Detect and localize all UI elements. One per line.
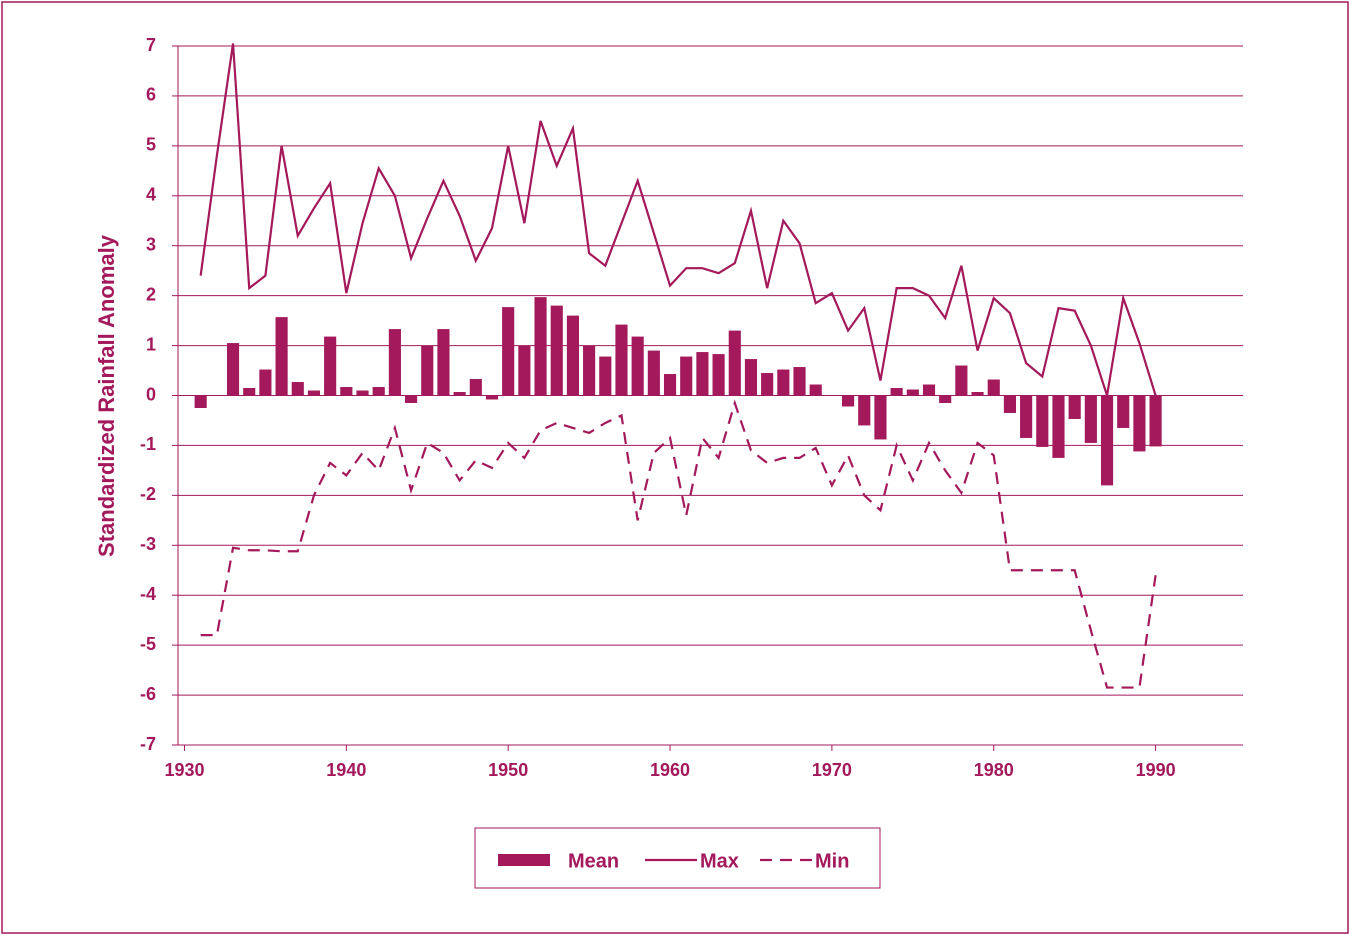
bar [906,389,919,396]
bar [534,297,547,396]
bar [1003,395,1016,413]
bar [1020,395,1033,438]
bar [405,395,418,403]
y-tick-label: 4 [146,185,156,205]
x-tick-label: 1970 [812,760,852,780]
y-tick-label: -2 [140,484,156,504]
legend-swatch [498,854,550,866]
y-tick-label: -7 [140,734,156,754]
bar [631,336,644,396]
x-tick-label: 1940 [326,760,366,780]
bar [744,359,758,396]
y-tick-label: 0 [146,384,156,404]
bar [291,382,304,396]
y-tick-label: 1 [146,334,156,354]
bar [518,345,531,396]
bar [793,367,806,396]
bar [372,387,385,396]
bar [809,384,822,396]
bar [712,354,725,396]
y-tick-label: 6 [146,85,156,105]
bar [1052,395,1065,458]
bar [1149,395,1162,447]
bar [1068,395,1081,419]
bar [874,395,887,440]
bar [955,365,968,396]
bar [243,388,256,396]
line-2 [200,399,1157,689]
legend-label: Max [700,850,739,872]
y-tick-label: 2 [146,284,156,304]
y-tick-label: 7 [146,35,156,55]
y-tick-label: -4 [140,584,156,604]
bar [696,352,709,396]
x-tick-label: 1960 [650,760,690,780]
bar [259,369,272,396]
bar [307,390,321,396]
bar [469,379,482,396]
bar [566,315,579,396]
bar [615,324,628,396]
y-axis-label: Standardized Rainfall Anomaly [94,234,119,557]
y-tick-label: -3 [140,534,156,554]
bar [502,307,515,396]
x-tick-label: 1990 [1136,760,1176,780]
bar [1100,395,1114,486]
y-tick-label: -1 [140,434,156,454]
x-tick-label: 1950 [488,760,528,780]
bar [680,356,693,396]
bar [858,395,871,426]
bar [340,387,353,396]
bar [728,330,741,396]
y-tick-label: -5 [140,634,156,654]
bar [550,305,563,396]
bar [761,373,774,396]
bar [437,329,450,396]
bar [1117,395,1130,428]
legend-label: Mean [568,850,619,872]
bar [987,379,1000,396]
bar [226,343,240,396]
x-tick-label: 1980 [974,760,1014,780]
bar [275,317,288,396]
bar [922,384,936,396]
bar [842,395,855,407]
x-tick-label: 1930 [164,760,204,780]
line-1 [199,43,1157,396]
bar [421,345,434,396]
bar [1133,395,1146,452]
y-tick-label: 5 [146,135,156,155]
bar [356,390,369,396]
bar [388,329,401,396]
bar [324,336,337,396]
bar [939,395,952,403]
bar [777,369,790,396]
bar [1036,395,1049,447]
bar [453,392,466,396]
y-tick-label: -6 [140,684,156,704]
bar [663,374,677,396]
bar [599,356,612,396]
bar [890,388,903,396]
bar [485,395,499,400]
bar [971,392,984,396]
bar [647,350,660,396]
legend-label: Min [815,850,849,872]
bar [1084,395,1097,443]
bar [194,395,207,408]
y-tick-label: 3 [146,234,156,254]
bar [583,345,596,396]
